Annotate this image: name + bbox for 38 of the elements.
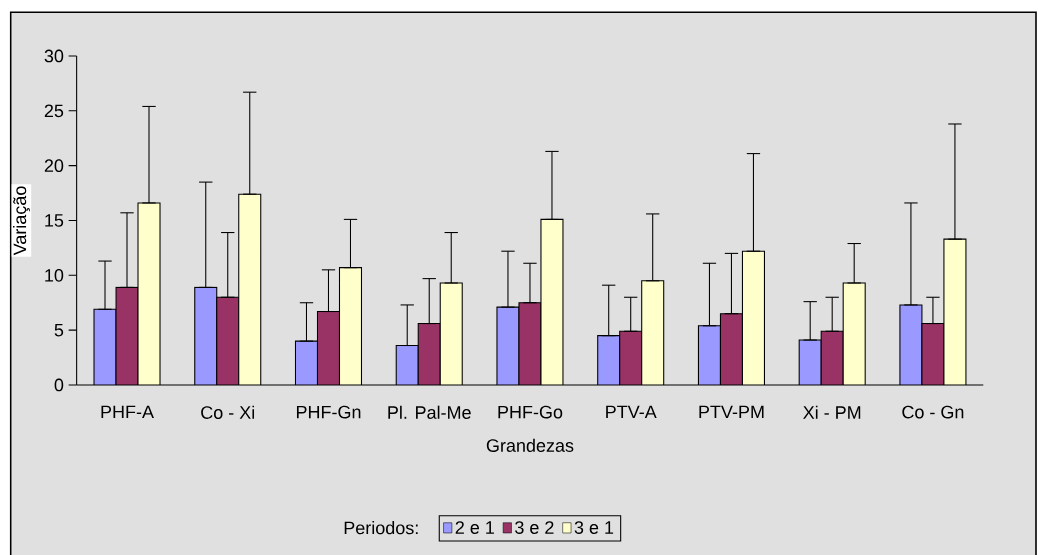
bar — [899, 304, 923, 385]
y-tick-label: 20 — [44, 159, 64, 173]
bar — [138, 202, 161, 385]
y-tick-label: 15 — [45, 214, 64, 227]
bar — [540, 219, 563, 385]
bar — [597, 335, 620, 385]
x-tick-label: PTV-PM — [699, 405, 764, 419]
x-tick-label: PHF-Go — [498, 405, 563, 419]
bar — [194, 287, 217, 385]
bar — [295, 341, 318, 385]
bar — [843, 283, 866, 385]
bar — [238, 194, 261, 385]
y-axis-title: Variação — [13, 186, 30, 256]
legend-label: 3 e 2 — [515, 521, 554, 534]
x-tick-label: PHF-A — [101, 405, 154, 419]
x-axis-title: Grandezas — [486, 438, 574, 452]
y-tick-label: 30 — [44, 49, 64, 63]
y-tick-label: 25 — [44, 104, 64, 118]
x-tick-label: Co - Gn — [902, 405, 964, 419]
y-tick-label: 5 — [54, 323, 64, 337]
x-tick-label: Pl. Pal-Me — [388, 405, 471, 419]
bar — [698, 325, 721, 385]
x-tick-label: PTV-A — [606, 405, 657, 419]
bar — [799, 340, 822, 385]
x-tick-label: Xi - PM — [803, 405, 861, 419]
bar — [339, 267, 362, 385]
x-tick-label: PHF-Gn — [296, 405, 361, 419]
legend-label: 3 e 1 — [574, 521, 614, 534]
legend-label: 2 e 1 — [455, 521, 494, 534]
bar — [396, 345, 419, 385]
y-tick-label: 10 — [45, 268, 64, 282]
bar — [440, 283, 463, 385]
bar — [943, 238, 967, 385]
y-tick-label: 0 — [54, 378, 64, 392]
bar — [641, 280, 664, 385]
legend-title: Periodos: — [344, 521, 418, 535]
x-tick-label: Co - Xi — [201, 405, 255, 419]
bar — [742, 251, 765, 385]
